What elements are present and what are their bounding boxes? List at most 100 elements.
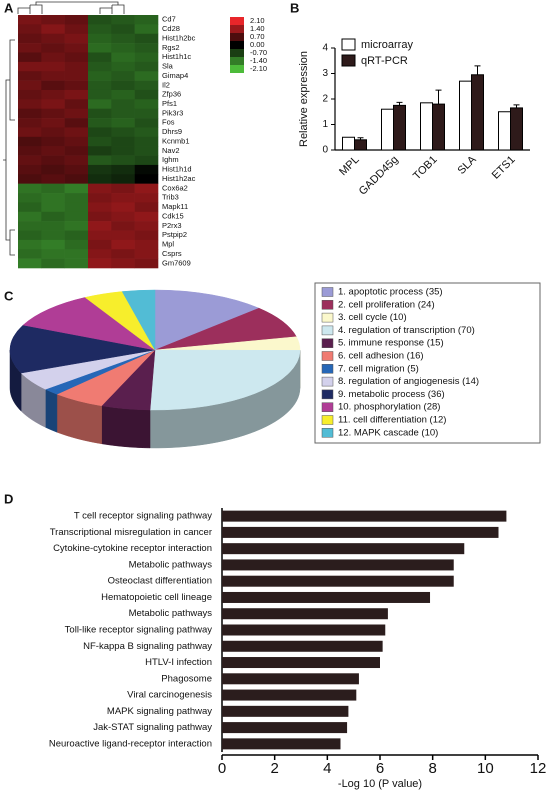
colorbar-block: [230, 65, 244, 73]
panel-label: A: [4, 0, 14, 15]
bar: [342, 136, 355, 151]
legend-label: qRT-PCR: [361, 55, 408, 67]
pie-slice: [22, 297, 156, 351]
y-tick-label: 3: [322, 68, 328, 79]
legend-swatch: [341, 38, 356, 51]
y-tick-label: Jak-STAT signaling pathway: [93, 722, 212, 733]
row-label: Cox6a2: [162, 183, 188, 192]
heatmap-cell: [88, 24, 112, 35]
heatmap-cell: [134, 89, 159, 100]
heatmap-cell: [18, 89, 42, 100]
heatmap-cell: [41, 43, 65, 53]
heatmap-cell: [41, 174, 65, 184]
heatmap-cell: [88, 193, 112, 203]
heatmap-cell: [64, 15, 89, 25]
legend-box: [314, 282, 541, 444]
row-label: Cd28: [162, 24, 180, 33]
heatmap-cell: [41, 211, 65, 222]
heatmap-cell: [64, 33, 89, 44]
heatmap-cell: [88, 136, 112, 147]
colorbar-block: [230, 57, 244, 65]
heatmap-cell: [134, 61, 159, 72]
bar: [393, 104, 406, 151]
heatmap-cell: [18, 108, 42, 119]
heatmap-cell: [134, 230, 159, 241]
row-label: Rgs2: [162, 43, 180, 52]
heatmap-cell: [41, 193, 65, 203]
heatmap-cell: [18, 211, 42, 222]
pie-slice: [9, 324, 156, 374]
panel-label: C: [4, 288, 14, 303]
colorbar-block: [230, 49, 244, 57]
heatmap-cell: [18, 15, 42, 25]
row-label: Mpl: [162, 240, 174, 249]
y-tick-label: NF-kappa B signaling pathway: [83, 641, 212, 652]
heatmap-cell: [18, 230, 42, 241]
heatmap-cell: [88, 202, 112, 213]
row-label: Hist1h1c: [162, 52, 191, 61]
bar: [354, 139, 367, 151]
heatmap-cell: [64, 127, 89, 138]
heatmap-cell: [64, 146, 89, 156]
heatmap-cell: [41, 118, 65, 128]
heatmap-cell: [111, 99, 135, 110]
bar: [222, 705, 349, 717]
heatmap-cell: [64, 249, 89, 259]
heatmap-cell: [111, 146, 135, 156]
row-label: Trib3: [162, 193, 179, 202]
row-label: Pfs1: [162, 99, 177, 108]
heatmap-cell: [88, 118, 112, 128]
heatmap-cell: [88, 52, 112, 63]
x-tick-label: TOB1: [411, 154, 440, 183]
heatmap-cell: [111, 193, 135, 203]
heatmap-cell: [111, 33, 135, 44]
colorbar-label: 0.70: [250, 32, 265, 41]
heatmap-cell: [18, 183, 42, 194]
row-label: Mapk11: [162, 202, 188, 211]
heatmap-cell: [88, 80, 112, 91]
x-tick-label: 2: [270, 760, 278, 777]
x-tick-label: 8: [428, 760, 436, 777]
error-bar: [435, 89, 442, 105]
pie-slice: [121, 289, 156, 351]
y-tick-label: T cell receptor signaling pathway: [74, 511, 212, 522]
colorbar-label: -0.70: [250, 48, 267, 57]
heatmap-cell: [41, 80, 65, 91]
y-tick-label: Osteoclast differentiation: [108, 576, 212, 587]
heatmap-cell: [111, 239, 135, 250]
heatmap-cell: [18, 193, 42, 203]
heatmap-cell: [64, 258, 89, 269]
heatmap-cell: [134, 174, 159, 184]
y-tick-label: HTLV-I infection: [145, 657, 212, 668]
bar: [420, 102, 433, 151]
heatmap-cell: [41, 52, 65, 63]
heatmap-cell: [134, 249, 159, 259]
heatmap-cell: [18, 155, 42, 166]
heatmap-cell: [111, 258, 135, 269]
heatmap-cell: [18, 71, 42, 81]
x-tick-label: 4: [323, 760, 331, 777]
heatmap-cell: [88, 43, 112, 53]
heatmap-cell: [134, 33, 159, 44]
heatmap-cell: [64, 230, 89, 241]
heatmap-cell: [88, 174, 112, 184]
colorbar-label: 2.10: [250, 16, 265, 25]
heatmap-cell: [64, 24, 89, 35]
row-label: Hist1h2bc: [162, 33, 196, 42]
colorbar-block: [230, 25, 244, 33]
bar: [222, 526, 499, 538]
legend-label: 1. apoptotic process (35): [338, 287, 443, 298]
heatmap-cell: [88, 108, 112, 119]
legend-swatch: [321, 402, 334, 412]
heatmap-cell: [18, 43, 42, 53]
heatmap-cell: [134, 99, 159, 110]
heatmap-cell: [41, 258, 65, 269]
bar: [498, 111, 511, 151]
legend-label: 6. cell adhesion (16): [338, 351, 424, 362]
legend-label: 4. regulation of transcription (70): [338, 325, 475, 336]
heatmap-cell: [88, 146, 112, 156]
x-tick-label: ETS1: [490, 154, 518, 182]
row-label: Kcnmb1: [162, 136, 190, 145]
heatmap-cell: [88, 221, 112, 231]
